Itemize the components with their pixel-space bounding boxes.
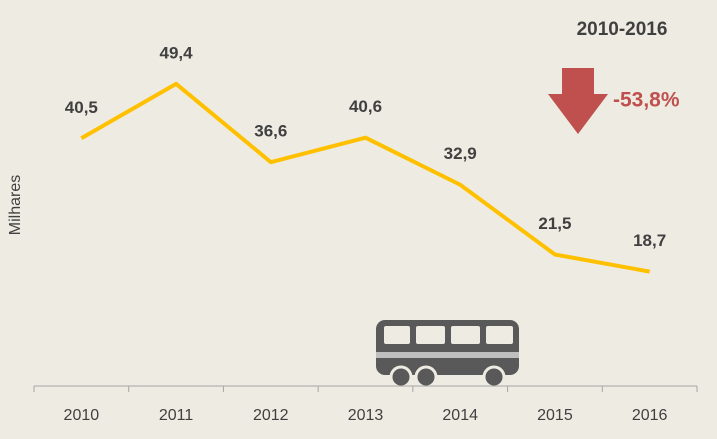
x-tick-label: 2012 (253, 407, 289, 424)
data-label: 49,4 (160, 43, 194, 62)
change-annotation: -53,8% (613, 89, 680, 112)
data-label: 36,6 (254, 122, 287, 141)
data-label: 18,7 (633, 231, 666, 250)
x-tick-label: 2014 (442, 407, 478, 424)
x-tick-label: 2015 (537, 407, 573, 424)
data-label: 40,6 (349, 97, 382, 116)
data-label: 32,9 (444, 144, 477, 163)
x-tick-label: 2011 (159, 407, 194, 424)
x-tick-label: 2013 (348, 407, 384, 424)
x-tick-label: 2016 (632, 407, 668, 424)
chart-title: 2010-2016 (577, 19, 668, 40)
x-tick-label: 2010 (64, 407, 100, 424)
down-arrow (548, 68, 608, 134)
y-axis-label: Milhares (7, 175, 24, 235)
data-label: 40,5 (65, 98, 98, 117)
data-label: 21,5 (538, 214, 571, 233)
data-line (80, 81, 650, 274)
bus-icon (376, 320, 519, 389)
